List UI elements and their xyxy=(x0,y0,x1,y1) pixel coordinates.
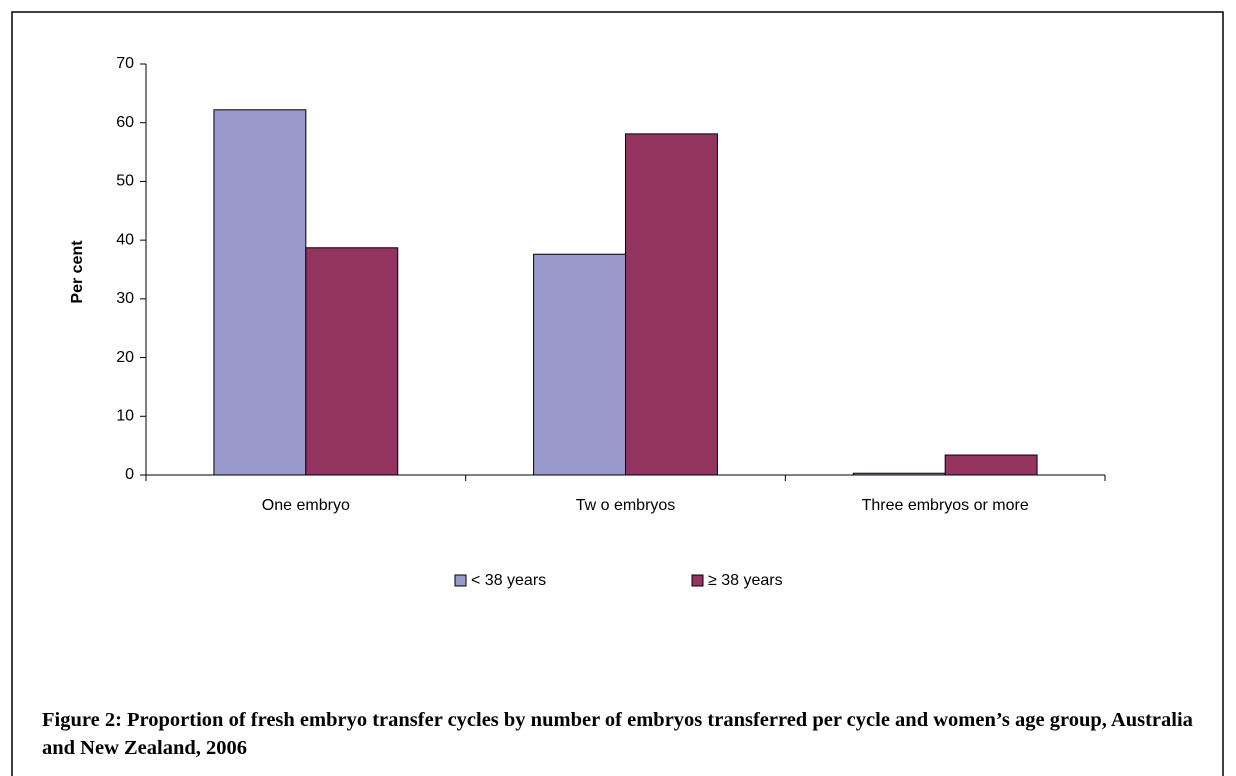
y-tick-label: 0 xyxy=(125,466,134,483)
y-tick-label: 10 xyxy=(116,408,134,425)
x-tick-label: Three embryos or more xyxy=(862,497,1029,514)
y-tick-label: 20 xyxy=(116,349,134,366)
bar xyxy=(213,109,307,476)
chart-title: Figure 2: Proportion of fresh embryo tra… xyxy=(42,709,1193,759)
y-tick-label: 70 xyxy=(116,55,134,72)
bar xyxy=(852,472,946,476)
x-tick-label: One embryo xyxy=(262,497,350,514)
legend-label: ≥ 38 years xyxy=(708,572,783,589)
bar xyxy=(305,247,399,476)
y-tick-label: 50 xyxy=(116,173,134,190)
y-tick-label: 60 xyxy=(116,114,134,131)
legend-swatch xyxy=(691,574,704,587)
y-axis-label: Per cent xyxy=(69,240,86,304)
x-tick-label: Tw o embryos xyxy=(576,497,676,514)
legend-swatch xyxy=(454,574,467,587)
y-tick-label: 30 xyxy=(116,290,134,307)
frame xyxy=(11,11,1224,776)
bar xyxy=(533,253,626,476)
legend-label: < 38 years xyxy=(471,572,546,589)
bar xyxy=(944,454,1038,476)
y-tick-label: 40 xyxy=(116,231,134,248)
bar xyxy=(625,133,718,476)
